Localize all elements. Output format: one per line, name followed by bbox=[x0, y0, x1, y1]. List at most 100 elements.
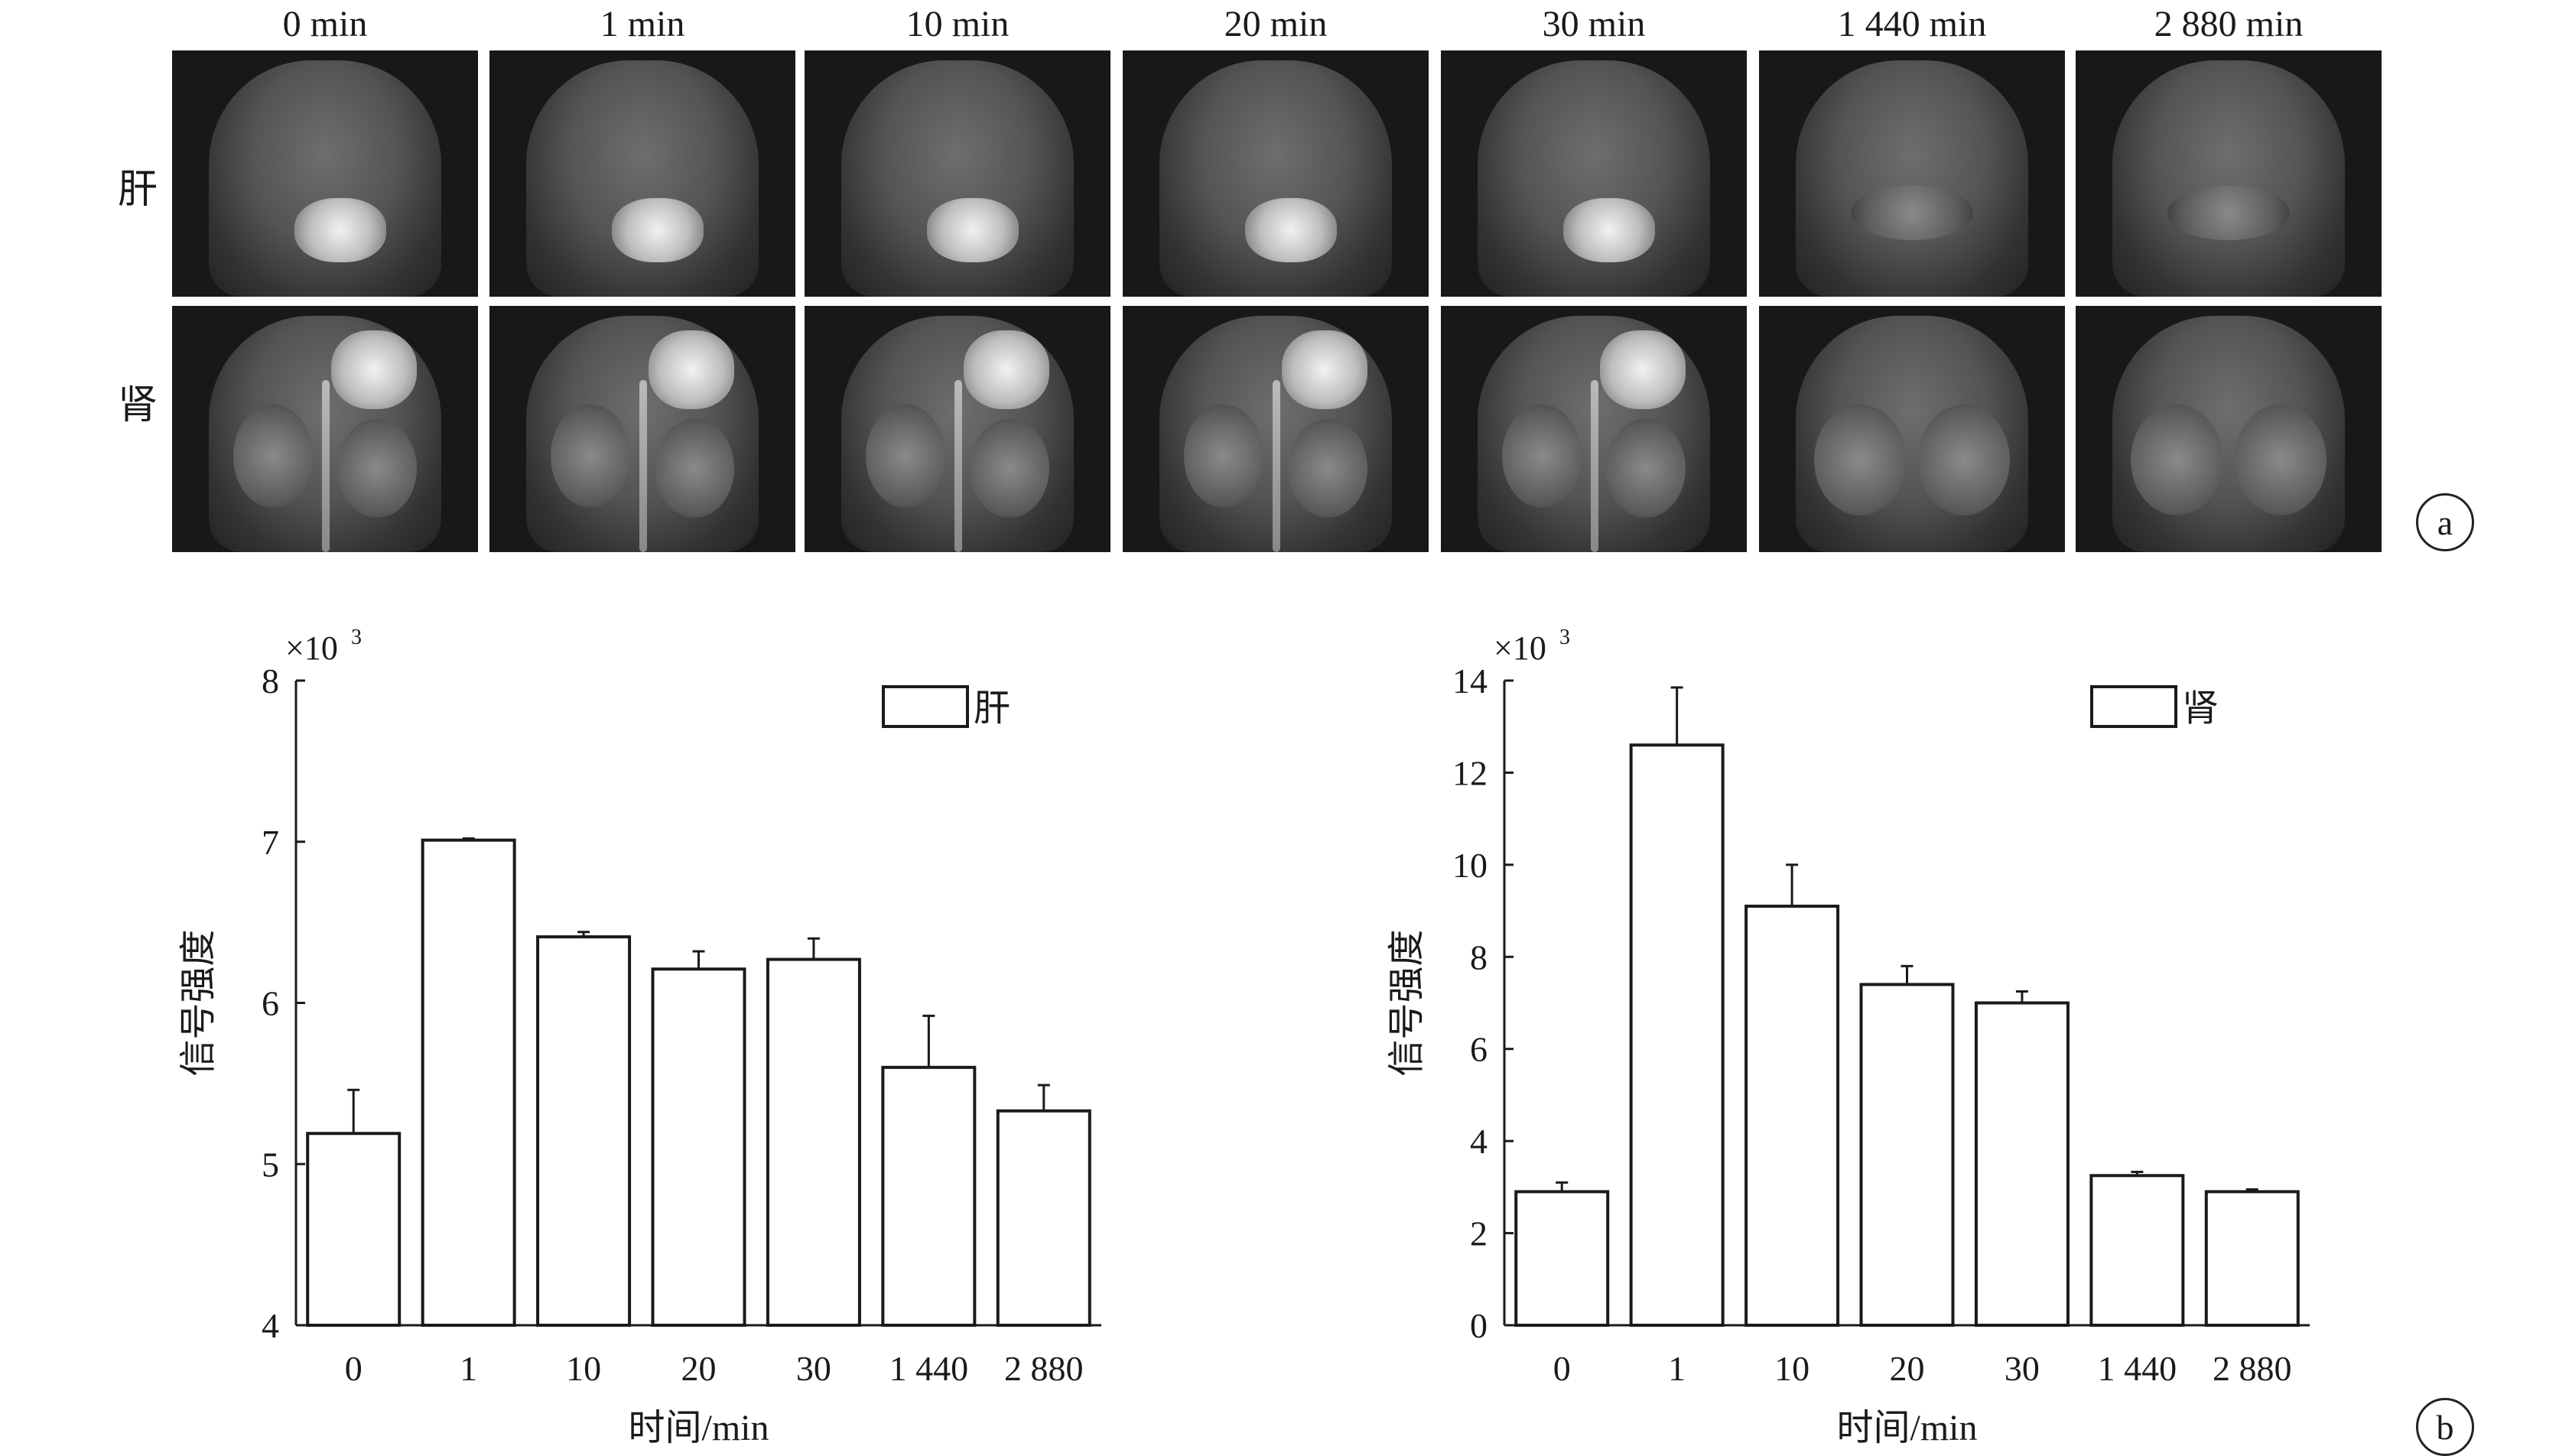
mri-organ bbox=[970, 419, 1049, 518]
liver-bar-5 bbox=[881, 1065, 977, 1327]
kidney-legend-swatch bbox=[2090, 685, 2177, 728]
panel-marker-a: a bbox=[2416, 493, 2474, 551]
kidney-y-tick-label: 10 bbox=[1452, 846, 1488, 885]
liver-x-tick-label-1: 1 bbox=[460, 1349, 477, 1388]
mri-image-kidney-2 bbox=[805, 306, 1110, 552]
mri-organ bbox=[655, 419, 734, 518]
liver-bar-6 bbox=[996, 1109, 1091, 1327]
kidney-y-tick-label: 2 bbox=[1470, 1214, 1488, 1253]
mri-organ bbox=[1606, 419, 1686, 518]
mri-vessel bbox=[639, 379, 647, 552]
mri-organ bbox=[2131, 404, 2222, 515]
kidney-legend-label: 肾 bbox=[2182, 687, 2219, 730]
mri-image-liver-1 bbox=[489, 50, 795, 297]
kidney-bar-5 bbox=[2089, 1174, 2185, 1328]
kidney-bar-2 bbox=[1744, 905, 1840, 1327]
kidney-y-tick-label: 4 bbox=[1470, 1122, 1488, 1161]
kidney-x-tick-label-6: 2 880 bbox=[2213, 1349, 2292, 1388]
kidney-y-tick-label: 14 bbox=[1452, 661, 1488, 700]
mri-organ bbox=[1600, 330, 1686, 410]
panel-marker-b: b bbox=[2416, 1398, 2474, 1456]
liver-x-tick-label-3: 20 bbox=[681, 1349, 717, 1388]
time-label-1440: 1 440 min bbox=[1837, 4, 1987, 44]
kidney-x-tick-label-3: 20 bbox=[1890, 1349, 1925, 1388]
kidney-y-axis-label: 信号强度 bbox=[1385, 929, 1428, 1076]
mri-image-liver-6 bbox=[2076, 50, 2382, 297]
mri-organ bbox=[294, 198, 386, 262]
mri-image-liver-5 bbox=[1759, 50, 2065, 297]
mri-image-kidney-1 bbox=[489, 306, 795, 552]
liver-x-tick-label-2: 10 bbox=[566, 1349, 601, 1388]
mri-image-liver-4 bbox=[1441, 50, 1747, 297]
time-label-30: 30 min bbox=[1542, 4, 1646, 44]
time-label-20: 20 min bbox=[1224, 4, 1328, 44]
liver-x-tick-label-0: 0 bbox=[345, 1349, 363, 1388]
mri-organ bbox=[1245, 198, 1337, 262]
mri-image-kidney-5 bbox=[1759, 306, 2065, 552]
mri-image-liver-3 bbox=[1123, 50, 1429, 297]
mri-organ bbox=[331, 330, 417, 410]
mri-organ bbox=[2167, 186, 2290, 240]
kidney-y-multiplier-exponent: 3 bbox=[1559, 626, 1570, 649]
row-label-liver: 肝 bbox=[117, 167, 158, 213]
time-label-0: 0 min bbox=[282, 4, 368, 44]
liver-bar-0 bbox=[306, 1132, 402, 1328]
mri-organ bbox=[1288, 419, 1367, 518]
mri-image-liver-0 bbox=[172, 50, 478, 297]
liver-x-tick-label-4: 30 bbox=[796, 1349, 831, 1388]
liver-y-tick-label: 4 bbox=[262, 1306, 279, 1345]
mri-organ bbox=[337, 419, 417, 518]
time-label-2880: 2 880 min bbox=[2154, 4, 2304, 44]
kidney-bar-0 bbox=[1514, 1190, 1610, 1328]
mri-organ bbox=[551, 404, 630, 509]
kidney-bar-4 bbox=[1974, 1001, 2070, 1327]
mri-organ bbox=[1563, 198, 1655, 262]
mri-organ bbox=[649, 330, 734, 410]
mri-organ bbox=[612, 198, 704, 262]
mri-organ bbox=[1184, 404, 1263, 509]
kidney-x-tick-label-2: 10 bbox=[1774, 1349, 1810, 1388]
mri-organ bbox=[964, 330, 1049, 410]
liver-legend-label: 肝 bbox=[974, 687, 1010, 730]
liver-y-multiplier-exponent: 3 bbox=[351, 626, 362, 649]
kidney-x-tick-label-1: 1 bbox=[1668, 1349, 1686, 1388]
liver-bar-2 bbox=[536, 935, 632, 1327]
mri-organ bbox=[233, 404, 313, 509]
mri-organ bbox=[866, 404, 945, 509]
mri-image-kidney-6 bbox=[2076, 306, 2382, 552]
kidney-y-tick-label: 0 bbox=[1470, 1306, 1488, 1345]
mri-organ bbox=[2235, 404, 2327, 515]
liver-x-tick-label-6: 2 880 bbox=[1004, 1349, 1084, 1388]
time-label-10: 10 min bbox=[906, 4, 1010, 44]
liver-y-tick-label: 5 bbox=[262, 1145, 279, 1184]
kidney-x-tick-label-5: 1 440 bbox=[2098, 1349, 2177, 1388]
liver-x-axis-label: 时间/min bbox=[628, 1406, 769, 1449]
kidney-y-multiplier: ×10 bbox=[1494, 629, 1546, 667]
liver-bar-3 bbox=[651, 967, 746, 1327]
mri-image-kidney-4 bbox=[1441, 306, 1747, 552]
mri-organ bbox=[1502, 404, 1582, 509]
row-label-kidney: 肾 bbox=[117, 382, 158, 428]
liver-y-tick-label: 8 bbox=[262, 661, 279, 700]
kidney-x-tick-label-4: 30 bbox=[2005, 1349, 2040, 1388]
mri-vessel bbox=[1273, 379, 1280, 552]
mri-image-liver-2 bbox=[805, 50, 1110, 297]
mri-organ bbox=[1282, 330, 1367, 410]
mri-vessel bbox=[1591, 379, 1598, 552]
mri-vessel bbox=[954, 379, 962, 552]
kidney-bar-1 bbox=[1629, 743, 1725, 1328]
kidney-bar-6 bbox=[2204, 1190, 2300, 1328]
liver-y-tick-label: 7 bbox=[262, 823, 279, 862]
kidney-x-tick-label-0: 0 bbox=[1553, 1349, 1571, 1388]
kidney-y-tick-label: 12 bbox=[1452, 753, 1488, 792]
kidney-y-tick-label: 6 bbox=[1470, 1030, 1488, 1069]
liver-bar-4 bbox=[766, 957, 861, 1327]
liver-bar-1 bbox=[421, 838, 516, 1327]
liver-y-axis-label: 信号强度 bbox=[177, 929, 219, 1076]
mri-organ bbox=[1918, 404, 2010, 515]
mri-organ bbox=[927, 198, 1019, 262]
kidney-bar-3 bbox=[1859, 983, 1955, 1327]
mri-vessel bbox=[322, 379, 330, 552]
